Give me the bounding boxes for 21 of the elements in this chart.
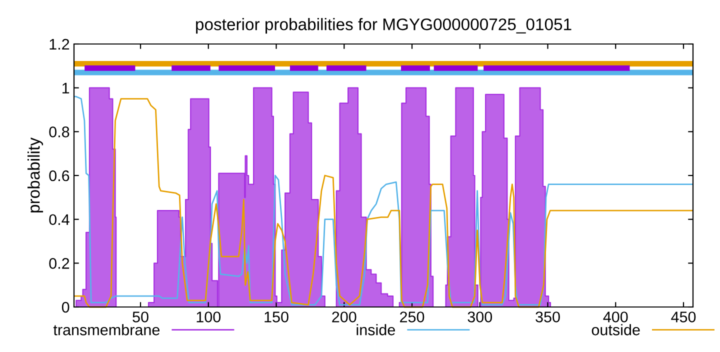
legend-label: transmembrane: [53, 324, 160, 336]
y-axis-title: probability: [28, 138, 44, 212]
x-tick-label: 50: [132, 312, 148, 322]
y-tick-label: 0.2: [49, 258, 70, 269]
y-tick-label: 0.6: [49, 170, 70, 182]
chart-title: posterior probabilities for MGYG000000725_01051: [196, 18, 572, 34]
x-tick-label: 350: [536, 312, 560, 322]
y-tick-label: 0.8: [49, 126, 70, 138]
x-tick-label: 400: [603, 312, 628, 322]
y-tick-label: 1.2: [50, 38, 70, 50]
x-tick-label: 150: [264, 312, 288, 322]
y-tick-label: 0: [62, 302, 70, 313]
x-tick-label: 450: [671, 312, 696, 322]
y-tick-label: 1: [62, 82, 70, 94]
x-tick-label: 200: [332, 312, 356, 322]
x-tick-label: 100: [196, 312, 221, 322]
x-tick-label: 300: [468, 312, 492, 322]
x-tick-label: 250: [400, 312, 424, 322]
legend-label: inside: [356, 324, 395, 336]
legend-label: outside: [592, 324, 640, 336]
y-tick-label: 0.4: [49, 214, 70, 226]
